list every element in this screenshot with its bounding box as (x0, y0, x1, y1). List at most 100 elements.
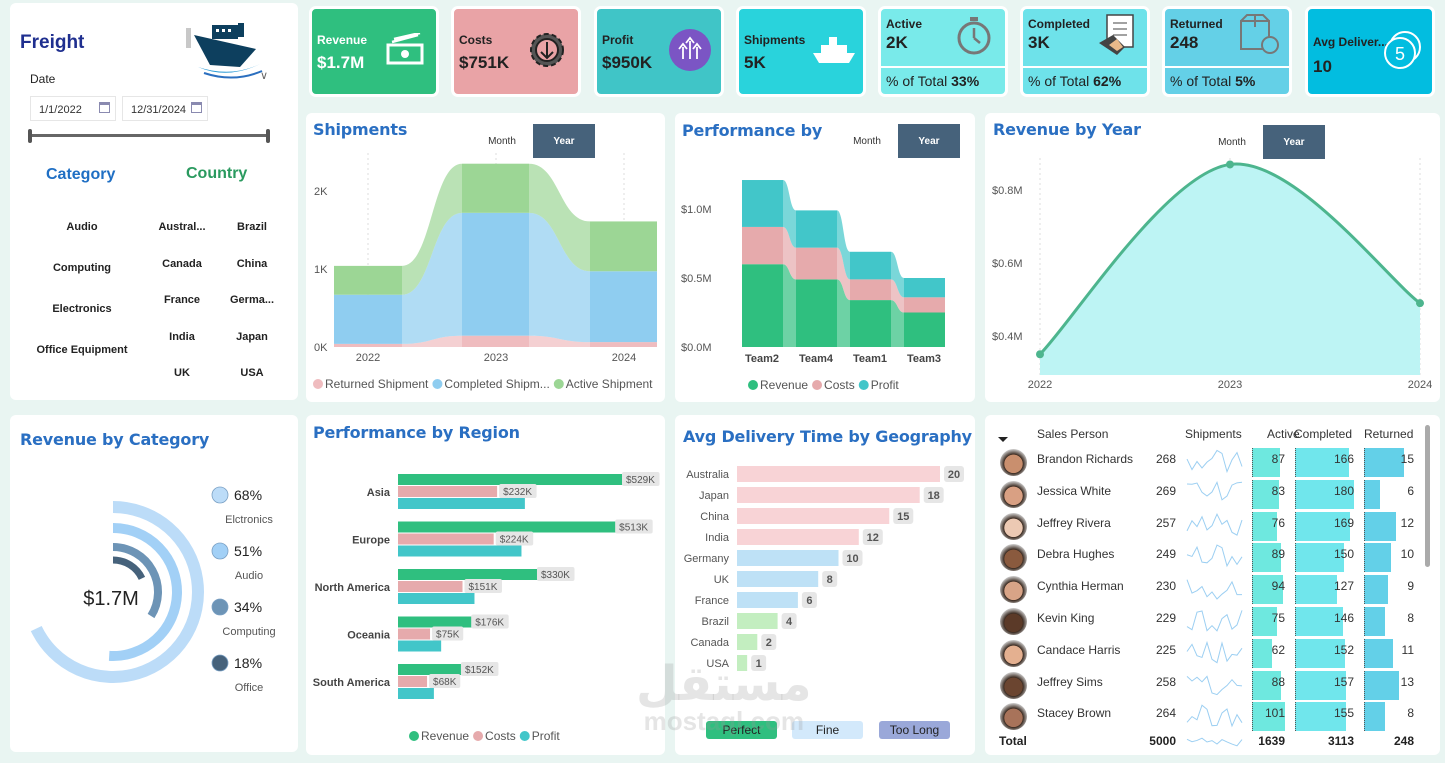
country-option[interactable]: Japan (236, 330, 268, 343)
shipments-legend-item: Completed Shipm... (444, 377, 549, 391)
returned-data-bar (1364, 670, 1399, 700)
country-option[interactable]: France (163, 294, 201, 306)
chart-title: Revenue by Year (993, 120, 1141, 139)
start-date-input[interactable]: 1/1/2022 (30, 96, 116, 121)
year-toggle-button[interactable]: Year (533, 124, 595, 158)
date-range-slider[interactable] (28, 129, 270, 143)
column-header-active[interactable]: Active (1267, 427, 1300, 441)
team-costs-bar (742, 226, 783, 265)
revenue-point[interactable] (1036, 350, 1044, 359)
data-label: 4 (786, 616, 793, 628)
sort-desc-icon[interactable] (998, 437, 1008, 442)
kpi-card-completed: Completed 3K % of Total 62% (1020, 6, 1150, 97)
column-header-sales-person[interactable]: Sales Person (1037, 427, 1109, 441)
y-tick-label: 0K (314, 342, 328, 354)
team-profit-bar (850, 251, 891, 280)
legend-category: Elctronics (225, 514, 273, 526)
y-tick-label: 2K (314, 186, 328, 198)
calendar-icon[interactable] (191, 102, 202, 113)
country-option[interactable]: Austral... (158, 221, 206, 233)
data-label-bg (751, 655, 767, 671)
y-tick-label: $0.4M (992, 331, 1023, 343)
data-label: 2 (766, 637, 772, 649)
table-row[interactable]: Candace Harris 225 62 152 11 (985, 638, 1425, 669)
delivery-bar (737, 655, 748, 671)
chart-title: Shipments (313, 120, 408, 139)
column-header-completed[interactable]: Completed (1294, 427, 1353, 441)
sparkline-line (1186, 704, 1243, 728)
active-data-bar (1252, 575, 1283, 605)
revenue-point[interactable] (1416, 299, 1424, 308)
sparkline-line (1186, 675, 1243, 695)
kpi-percent-of-total: % of Total 62% (1028, 73, 1121, 89)
country-option[interactable]: Canada (162, 257, 202, 270)
completed-data-bar (1295, 670, 1347, 700)
data-label: $330K (541, 570, 570, 581)
delivery-bar (737, 571, 819, 587)
team-profit-bar (904, 278, 945, 298)
legend-fine-button[interactable] (792, 721, 863, 739)
slider-handle-start[interactable] (28, 129, 32, 143)
kpi-card-returned: Returned 248 % of Total 5% (1162, 6, 1292, 97)
table-row[interactable]: Stacey Brown 264 101 155 8 (985, 702, 1425, 732)
revenue-by-year-chart: $0.4M $0.6M $0.8M 2022 2023 2024 (992, 158, 1432, 391)
table-row[interactable]: Brandon Richards 268 87 166 15 (985, 448, 1425, 478)
column-header-shipments[interactable]: Shipments (1185, 427, 1242, 441)
region-revenue-bar (398, 616, 474, 628)
table-row[interactable]: Cynthia Herman 230 94 127 9 (985, 575, 1425, 605)
table-row[interactable]: Debra Hughes 249 89 150 10 (985, 543, 1425, 573)
kpi-value: 248 (1170, 33, 1199, 52)
legend-perfect-button[interactable] (706, 721, 777, 739)
country-option[interactable]: India (169, 330, 195, 343)
category-option[interactable]: Office Equipment (36, 344, 128, 356)
end-date-input[interactable]: 12/31/2024 (122, 96, 208, 121)
country-label: France (695, 595, 729, 607)
country-option[interactable]: Brazil (237, 221, 267, 233)
legend-marker (519, 731, 530, 741)
active-value: 87 (1271, 452, 1285, 466)
table-row[interactable]: Jeffrey Rivera 257 76 169 12 (985, 511, 1425, 542)
month-toggle-button[interactable]: Month (488, 135, 516, 147)
year-toggle-button[interactable]: Year (1263, 125, 1325, 159)
slider-handle-end[interactable] (266, 129, 270, 143)
revenue-by-year-panel: Revenue by Year Month Year $0.4M $0.6M $0.8… (985, 113, 1440, 402)
category-option[interactable]: Computing (52, 262, 112, 274)
country-option[interactable]: China (236, 257, 268, 270)
chart-title: Performance by Region (313, 423, 520, 442)
kpi-label: Revenue (317, 33, 368, 47)
region-profit-bar (398, 498, 525, 509)
country-option[interactable]: USA (240, 367, 264, 379)
month-toggle-button[interactable]: Month (1218, 136, 1246, 148)
category-option[interactable]: Audio (66, 221, 98, 233)
country-option[interactable]: Germa... (229, 294, 275, 306)
kpi-divider (1165, 66, 1289, 68)
table-scrollbar[interactable] (1425, 425, 1430, 567)
data-label: $68K (433, 677, 457, 688)
shipments-returned-shipment-bar (334, 343, 402, 347)
completed-data-bar (1295, 702, 1346, 732)
x-tick-label: Team2 (745, 353, 779, 365)
table-row[interactable]: Jessica White 269 83 180 6 (985, 479, 1425, 510)
performance-by-region-panel: Performance by Region Asia $529K $232K Euro… (306, 415, 665, 755)
completed-data-bar (1295, 638, 1345, 668)
month-toggle-button[interactable]: Month (853, 135, 881, 147)
team-revenue-bar (904, 312, 945, 347)
sparkline-line (1186, 544, 1243, 568)
scrollbar-handle[interactable] (186, 28, 191, 48)
returned-value: 11 (1401, 642, 1414, 657)
revenue-point[interactable] (1226, 160, 1234, 169)
table-row[interactable]: Jeffrey Sims 258 88 157 13 (985, 670, 1425, 701)
country-option[interactable]: UK (174, 367, 190, 379)
calendar-icon[interactable] (99, 102, 110, 113)
chevron-down-icon[interactable]: ∨ (260, 70, 269, 82)
table-row[interactable]: Kevin King 229 75 146 8 (985, 607, 1425, 637)
column-header-returned[interactable]: Returned (1364, 427, 1414, 441)
legend-too-long-button[interactable] (879, 721, 950, 739)
y-tick-label: 1K (314, 264, 328, 276)
radial-bar-audio (108, 523, 182, 661)
shipments-legend-item: Returned Shipment (325, 377, 429, 391)
y-tick-label: $0.8M (992, 185, 1023, 197)
category-option[interactable]: Electronics (52, 303, 112, 315)
year-toggle-button[interactable]: Year (898, 124, 960, 158)
legend-percent: 18% (234, 655, 262, 671)
